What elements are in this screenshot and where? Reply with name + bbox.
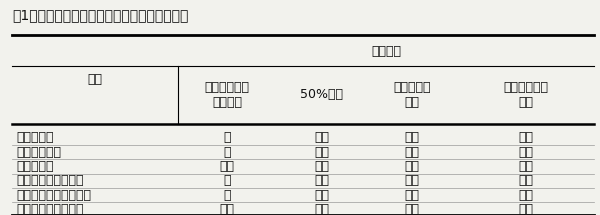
Text: 茶色: 茶色 [314, 160, 329, 173]
Text: 赤紫: 赤紫 [518, 160, 533, 173]
Text: ラクトシルセラミド: ラクトシルセラミド [17, 203, 84, 215]
Text: グルコシルセラミド: グルコシルセラミド [17, 174, 84, 187]
Text: 赤紫: 赤紫 [314, 174, 329, 187]
Text: 緑: 緑 [224, 189, 231, 202]
Text: 緑: 緑 [224, 146, 231, 158]
Text: 50%硫酸: 50%硫酸 [301, 88, 343, 101]
Text: 紺: 紺 [224, 174, 231, 187]
Text: ラクトース: ラクトース [17, 160, 54, 173]
Text: 茶色: 茶色 [404, 146, 419, 158]
Text: アンスロン
硫酸: アンスロン 硫酸 [394, 81, 431, 109]
Text: 濃緑: 濃緑 [220, 160, 235, 173]
Text: 紺: 紺 [224, 131, 231, 144]
Text: 赤紫: 赤紫 [518, 146, 533, 158]
Text: 赤紫: 赤紫 [314, 189, 329, 202]
Text: 茶色: 茶色 [404, 131, 419, 144]
Text: 赤紫: 赤紫 [518, 203, 533, 215]
Text: 赤紫: 赤紫 [404, 174, 419, 187]
Text: 発色試薬: 発色試薬 [371, 45, 401, 58]
Text: ガラクトース: ガラクトース [17, 146, 62, 158]
Text: 試料: 試料 [88, 73, 103, 86]
Text: 赤紫: 赤紫 [404, 203, 419, 215]
Text: 赤紫: 赤紫 [518, 189, 533, 202]
Text: 赤紫: 赤紫 [518, 174, 533, 187]
Text: グルコース: グルコース [17, 131, 54, 144]
Text: オルシノール
硫酸: オルシノール 硫酸 [503, 81, 548, 109]
Text: 濃緑: 濃緑 [220, 203, 235, 215]
Text: 表1　糖質およびスフィンゴ糖脂質の発色比較: 表1 糖質およびスフィンゴ糖脂質の発色比較 [12, 9, 188, 23]
Text: 茶色: 茶色 [404, 160, 419, 173]
Text: 赤紫: 赤紫 [314, 203, 329, 215]
Text: 赤紫: 赤紫 [518, 131, 533, 144]
Text: アニスアルデ
ヒド硫酸: アニスアルデ ヒド硫酸 [205, 81, 250, 109]
Text: 茶色: 茶色 [314, 131, 329, 144]
Text: ガラクトシルセラミド: ガラクトシルセラミド [17, 189, 92, 202]
Text: 赤紫: 赤紫 [404, 189, 419, 202]
Text: 茶色: 茶色 [314, 146, 329, 158]
